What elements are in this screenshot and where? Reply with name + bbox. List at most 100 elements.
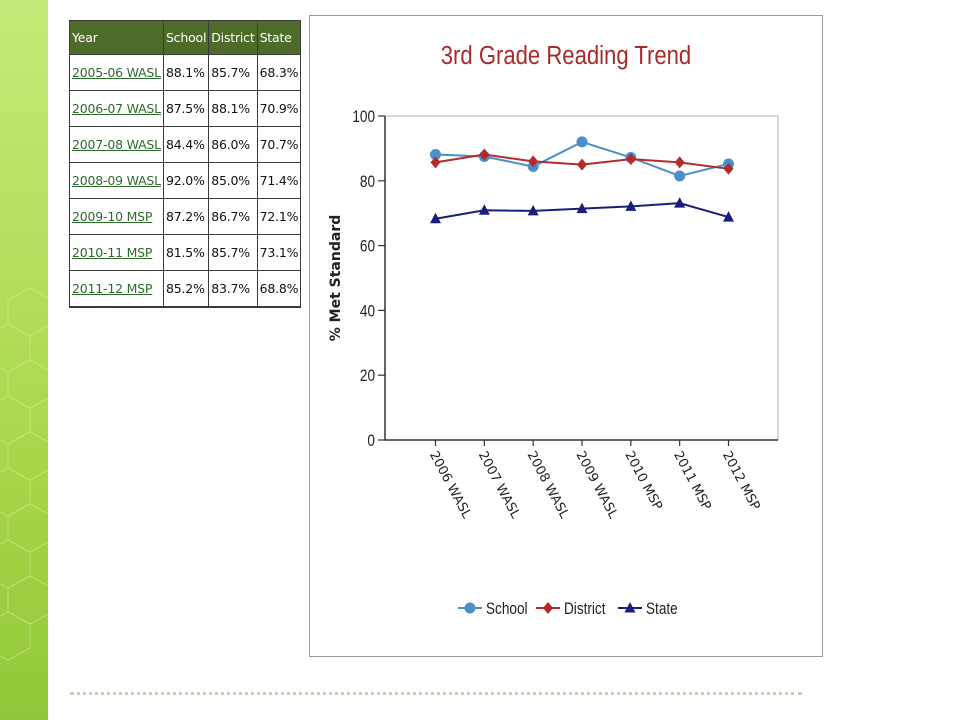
data-point <box>674 197 686 208</box>
line-chart: 3rd Grade Reading Trend 0 20 40 60 80 100 200… <box>328 41 779 619</box>
table-row: 2005-06 WASL 88.1% 85.7% 68.3% <box>69 54 302 91</box>
school-cell: 85.2% <box>162 270 210 308</box>
district-cell: 88.1% <box>208 90 258 127</box>
year-cell: 2007-08 WASL <box>69 126 164 163</box>
y-axis: 0 20 40 60 80 100 <box>352 108 386 451</box>
legend-item-school: School <box>458 600 528 619</box>
year-link[interactable]: 2007-08 WASL <box>72 137 161 152</box>
district-cell: 83.7% <box>208 270 258 308</box>
table-header-row: Year School District State <box>69 20 302 55</box>
state-cell: 70.7% <box>256 126 302 163</box>
data-point <box>543 602 553 614</box>
results-table: Year School District State 2005-06 WASL … <box>69 20 302 308</box>
data-point <box>674 156 685 169</box>
year-cell: 2009-10 MSP <box>69 198 164 235</box>
chart-frame: 3rd Grade Reading Trend 0 20 40 60 80 100 200… <box>309 15 823 657</box>
y-axis-label: % Met Standard <box>328 215 344 341</box>
school-cell: 87.5% <box>162 90 210 127</box>
state-cell: 70.9% <box>256 90 302 127</box>
x-tick-label: 2012 MSP <box>719 449 763 513</box>
footer-divider <box>70 692 802 695</box>
table-row: 2011-12 MSP 85.2% 83.7% 68.8% <box>69 270 302 308</box>
year-link[interactable]: 2008-09 WASL <box>72 173 161 188</box>
y-tick-label: 20 <box>360 367 375 386</box>
data-point <box>723 162 734 175</box>
legend-label: School <box>486 600 528 619</box>
data-point <box>430 156 441 169</box>
data-point <box>464 602 476 614</box>
school-cell: 81.5% <box>162 234 210 271</box>
legend-label: District <box>564 600 606 619</box>
state-cell: 68.3% <box>256 54 302 91</box>
y-tick-label: 100 <box>352 108 375 127</box>
series-layer <box>430 136 734 224</box>
year-cell: 2008-09 WASL <box>69 162 164 199</box>
year-link[interactable]: 2010-11 MSP <box>72 245 153 260</box>
x-axis: 2006 WASL 2007 WASL 2008 WASL 2009 WASL 2010… <box>385 439 778 522</box>
header-school: School <box>162 20 210 55</box>
data-point <box>577 158 587 171</box>
data-point <box>430 212 441 224</box>
decorative-left-band <box>0 0 48 720</box>
data-point <box>624 602 636 613</box>
year-link[interactable]: 2009-10 MSP <box>72 209 153 224</box>
series-district <box>430 148 734 175</box>
table-row: 2010-11 MSP 81.5% 85.7% 73.1% <box>69 234 302 271</box>
data-point <box>674 170 686 182</box>
y-tick-label: 80 <box>360 172 375 191</box>
year-cell: 2011-12 MSP <box>69 270 164 308</box>
x-tick-label: 2011 MSP <box>670 449 714 513</box>
data-point <box>528 155 539 168</box>
state-cell: 72.1% <box>256 198 302 235</box>
district-cell: 86.0% <box>208 126 258 163</box>
chart-legend: School District State <box>458 600 678 619</box>
year-cell: 2006-07 WASL <box>69 90 164 127</box>
x-tick-label: 2010 MSP <box>621 449 665 513</box>
year-link[interactable]: 2006-07 WASL <box>72 101 161 116</box>
chart-title: 3rd Grade Reading Trend <box>441 41 691 70</box>
year-cell: 2005-06 WASL <box>69 54 164 91</box>
legend-item-state: State <box>618 600 678 619</box>
header-district: District <box>208 20 258 55</box>
x-tick-label: 2006 WASL <box>426 449 474 522</box>
data-point <box>723 211 734 222</box>
data-point <box>478 204 490 215</box>
header-year: Year <box>69 20 164 55</box>
x-tick-label: 2007 WASL <box>475 449 523 522</box>
data-point <box>625 153 636 166</box>
district-cell: 86.7% <box>208 198 258 235</box>
year-link[interactable]: 2005-06 WASL <box>72 65 161 80</box>
header-state: State <box>256 20 302 55</box>
table-row: 2008-09 WASL 92.0% 85.0% 71.4% <box>69 162 302 199</box>
hexagon-pattern-decoration <box>0 287 48 661</box>
school-cell: 92.0% <box>162 162 210 199</box>
state-cell: 68.8% <box>256 270 302 308</box>
year-link[interactable]: 2011-12 MSP <box>72 280 153 296</box>
y-tick-label: 60 <box>360 237 375 256</box>
data-point <box>527 204 539 216</box>
state-cell: 71.4% <box>256 162 302 199</box>
school-cell: 84.4% <box>162 126 210 163</box>
y-tick-label: 40 <box>360 302 375 321</box>
table-row: 2006-07 WASL 87.5% 88.1% 70.9% <box>69 90 302 127</box>
x-tick-label: 2008 WASL <box>524 449 572 522</box>
series-state <box>430 197 734 224</box>
district-cell: 85.7% <box>208 234 258 271</box>
y-tick-label: 0 <box>367 432 375 451</box>
district-cell: 85.7% <box>208 54 258 91</box>
legend-item-district: District <box>536 600 606 619</box>
table-row: 2009-10 MSP 87.2% 86.7% 72.1% <box>69 198 302 235</box>
data-point <box>576 202 588 214</box>
district-cell: 85.0% <box>208 162 258 199</box>
data-point <box>479 148 490 161</box>
table-row: 2007-08 WASL 84.4% 86.0% 70.7% <box>69 126 302 163</box>
school-cell: 87.2% <box>162 198 210 235</box>
data-point <box>625 200 637 211</box>
year-cell: 2010-11 MSP <box>69 234 164 271</box>
legend-label: State <box>646 600 678 619</box>
school-cell: 88.1% <box>162 54 210 91</box>
data-point <box>430 149 441 161</box>
state-cell: 73.1% <box>256 234 302 271</box>
data-point <box>576 136 588 148</box>
x-tick-label: 2009 WASL <box>572 449 620 522</box>
